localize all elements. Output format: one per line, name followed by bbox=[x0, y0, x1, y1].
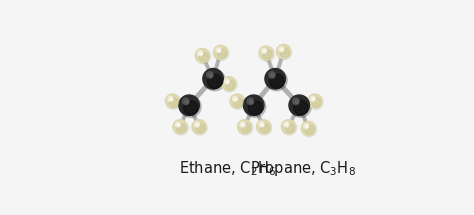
Circle shape bbox=[263, 50, 272, 59]
Circle shape bbox=[192, 120, 206, 134]
Circle shape bbox=[175, 122, 181, 127]
Circle shape bbox=[198, 51, 203, 56]
Circle shape bbox=[200, 52, 202, 55]
Circle shape bbox=[182, 98, 189, 105]
Circle shape bbox=[285, 124, 294, 133]
Circle shape bbox=[213, 45, 228, 59]
Circle shape bbox=[281, 48, 283, 51]
Circle shape bbox=[312, 98, 321, 107]
Circle shape bbox=[208, 74, 222, 88]
Circle shape bbox=[308, 94, 323, 109]
Circle shape bbox=[165, 94, 180, 108]
Circle shape bbox=[199, 52, 209, 62]
Circle shape bbox=[290, 96, 311, 117]
Circle shape bbox=[226, 81, 235, 90]
Circle shape bbox=[256, 120, 271, 134]
Circle shape bbox=[185, 100, 188, 103]
Circle shape bbox=[263, 50, 266, 52]
Circle shape bbox=[262, 48, 266, 53]
Circle shape bbox=[269, 72, 275, 78]
Circle shape bbox=[240, 122, 245, 127]
Circle shape bbox=[248, 101, 263, 115]
Circle shape bbox=[289, 95, 310, 115]
Circle shape bbox=[305, 125, 314, 135]
Circle shape bbox=[294, 101, 308, 115]
Circle shape bbox=[237, 120, 252, 134]
Circle shape bbox=[196, 123, 199, 126]
Circle shape bbox=[304, 124, 309, 129]
Circle shape bbox=[226, 80, 228, 83]
Circle shape bbox=[166, 94, 181, 109]
Circle shape bbox=[173, 120, 188, 135]
Circle shape bbox=[233, 96, 237, 101]
Text: Ethane, C$_2$H$_6$: Ethane, C$_2$H$_6$ bbox=[179, 159, 276, 178]
Circle shape bbox=[305, 125, 308, 128]
Circle shape bbox=[203, 69, 223, 89]
Circle shape bbox=[177, 123, 180, 126]
Circle shape bbox=[244, 95, 264, 115]
Circle shape bbox=[214, 46, 229, 61]
Circle shape bbox=[204, 69, 225, 91]
Circle shape bbox=[308, 94, 322, 108]
Circle shape bbox=[279, 47, 284, 52]
Circle shape bbox=[196, 49, 210, 64]
Circle shape bbox=[261, 123, 264, 126]
Circle shape bbox=[312, 98, 315, 100]
Circle shape bbox=[207, 72, 213, 78]
Circle shape bbox=[260, 124, 270, 133]
Circle shape bbox=[177, 124, 186, 133]
Circle shape bbox=[230, 94, 246, 109]
Circle shape bbox=[295, 100, 298, 103]
Circle shape bbox=[194, 122, 200, 127]
Circle shape bbox=[271, 74, 274, 77]
Circle shape bbox=[216, 48, 221, 52]
Circle shape bbox=[179, 95, 200, 115]
Circle shape bbox=[218, 49, 227, 58]
Circle shape bbox=[280, 48, 290, 57]
Circle shape bbox=[238, 120, 253, 135]
Circle shape bbox=[265, 69, 285, 89]
Circle shape bbox=[195, 48, 210, 63]
Circle shape bbox=[270, 74, 284, 88]
Circle shape bbox=[259, 46, 274, 61]
Circle shape bbox=[173, 120, 187, 134]
Circle shape bbox=[247, 98, 254, 105]
Circle shape bbox=[234, 98, 243, 107]
Circle shape bbox=[168, 96, 173, 101]
Circle shape bbox=[276, 44, 291, 58]
Circle shape bbox=[222, 77, 236, 91]
Circle shape bbox=[259, 122, 264, 127]
Circle shape bbox=[218, 49, 220, 52]
Circle shape bbox=[241, 124, 251, 133]
Circle shape bbox=[282, 120, 296, 134]
Circle shape bbox=[242, 123, 244, 126]
Circle shape bbox=[230, 94, 244, 108]
Circle shape bbox=[224, 79, 229, 84]
Circle shape bbox=[257, 120, 272, 135]
Circle shape bbox=[301, 122, 317, 137]
Circle shape bbox=[310, 96, 315, 101]
Circle shape bbox=[284, 122, 289, 127]
Circle shape bbox=[192, 120, 207, 135]
Text: Propane, C$_3$H$_8$: Propane, C$_3$H$_8$ bbox=[250, 159, 356, 178]
Circle shape bbox=[282, 120, 297, 135]
Circle shape bbox=[266, 69, 287, 91]
Circle shape bbox=[259, 46, 273, 60]
Circle shape bbox=[250, 100, 253, 103]
Circle shape bbox=[301, 121, 315, 136]
Circle shape bbox=[169, 98, 179, 107]
Circle shape bbox=[286, 123, 288, 126]
Circle shape bbox=[180, 96, 201, 117]
Circle shape bbox=[244, 96, 266, 117]
Circle shape bbox=[183, 101, 198, 115]
Circle shape bbox=[277, 45, 292, 60]
Circle shape bbox=[292, 98, 299, 105]
Circle shape bbox=[196, 124, 205, 133]
Circle shape bbox=[234, 98, 237, 100]
Circle shape bbox=[170, 98, 172, 100]
Circle shape bbox=[209, 74, 212, 77]
Circle shape bbox=[222, 77, 237, 92]
